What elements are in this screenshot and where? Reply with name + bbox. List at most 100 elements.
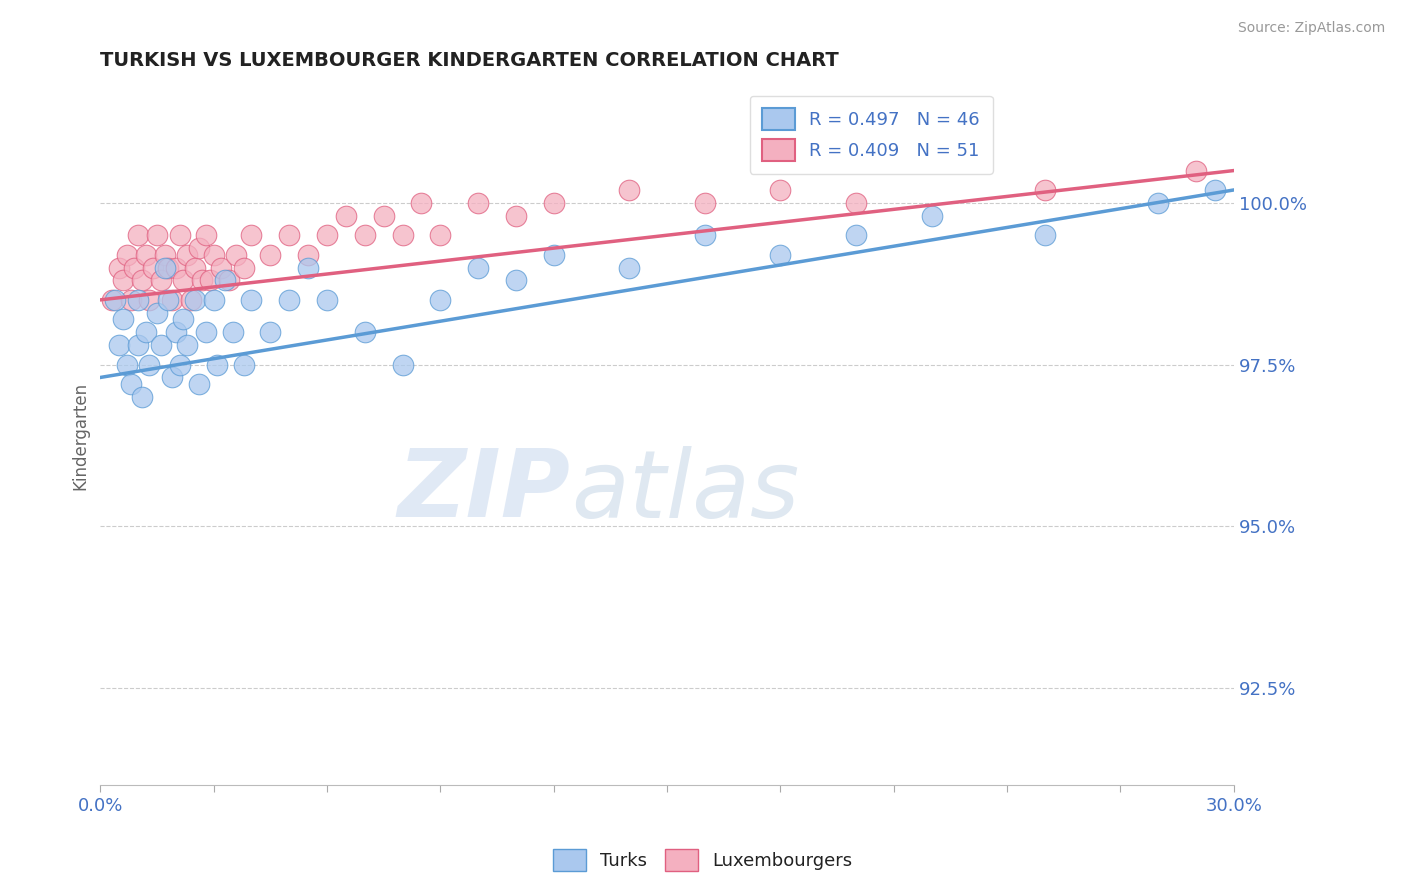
Point [108, 260, 131, 275]
Point [353, 325, 375, 339]
Point [505, 273, 527, 287]
Point [115, 247, 138, 261]
Point [202, 247, 225, 261]
Point [1185, 163, 1208, 178]
Point [278, 293, 301, 307]
Point [218, 273, 240, 287]
Point [278, 228, 301, 243]
Point [135, 247, 157, 261]
Point [221, 325, 243, 339]
Point [543, 195, 565, 210]
Text: ZIP: ZIP [398, 445, 571, 538]
Point [169, 228, 191, 243]
Point [120, 376, 142, 391]
Point [131, 273, 153, 287]
Point [138, 358, 160, 372]
Point [429, 293, 451, 307]
Legend: Turks, Luxembourgers: Turks, Luxembourgers [547, 842, 859, 879]
Point [153, 247, 176, 261]
Point [191, 273, 214, 287]
Point [108, 338, 131, 352]
Text: TURKISH VS LUXEMBOURGER KINDERGARTEN CORRELATION CHART: TURKISH VS LUXEMBOURGER KINDERGARTEN COR… [100, 51, 839, 70]
Point [429, 228, 451, 243]
Point [153, 260, 176, 275]
Point [127, 228, 149, 243]
Point [146, 306, 169, 320]
Point [391, 358, 413, 372]
Point [176, 338, 198, 352]
Point [138, 293, 160, 307]
Point [316, 228, 339, 243]
Point [120, 293, 142, 307]
Point [131, 390, 153, 404]
Point [157, 293, 180, 307]
Point [259, 325, 281, 339]
Point [467, 195, 489, 210]
Point [259, 247, 281, 261]
Point [845, 228, 868, 243]
Point [160, 370, 183, 384]
Point [149, 273, 172, 287]
Point [165, 325, 187, 339]
Point [115, 358, 138, 372]
Point [353, 228, 375, 243]
Point [619, 260, 641, 275]
Point [198, 273, 221, 287]
Point [1147, 195, 1170, 210]
Point [142, 260, 165, 275]
Point [297, 247, 319, 261]
Point [180, 293, 202, 307]
Point [411, 195, 433, 210]
Point [373, 209, 395, 223]
Point [160, 293, 183, 307]
Point [135, 325, 157, 339]
Point [111, 273, 134, 287]
Point [127, 293, 149, 307]
Point [149, 338, 172, 352]
Legend: R = 0.497   N = 46, R = 0.409   N = 51: R = 0.497 N = 46, R = 0.409 N = 51 [749, 95, 993, 174]
Point [543, 247, 565, 261]
Point [207, 358, 229, 372]
Point [176, 247, 198, 261]
Point [195, 325, 218, 339]
Point [335, 209, 357, 223]
Point [187, 241, 209, 255]
Point [693, 195, 716, 210]
Point [240, 293, 263, 307]
Point [619, 183, 641, 197]
Point [157, 260, 180, 275]
Point [146, 228, 169, 243]
Point [769, 247, 792, 261]
Y-axis label: Kindergarten: Kindergarten [72, 382, 89, 490]
Point [104, 293, 127, 307]
Point [232, 358, 254, 372]
Point [195, 228, 218, 243]
Point [693, 228, 716, 243]
Point [187, 376, 209, 391]
Point [165, 260, 187, 275]
Point [202, 293, 225, 307]
Text: Source: ZipAtlas.com: Source: ZipAtlas.com [1237, 21, 1385, 35]
Point [1033, 183, 1056, 197]
Point [172, 273, 194, 287]
Point [184, 293, 207, 307]
Point [769, 183, 792, 197]
Point [127, 338, 149, 352]
Point [100, 293, 122, 307]
Point [845, 195, 868, 210]
Point [297, 260, 319, 275]
Point [921, 209, 943, 223]
Point [111, 312, 134, 326]
Point [169, 358, 191, 372]
Point [214, 273, 236, 287]
Point [232, 260, 254, 275]
Point [209, 260, 232, 275]
Point [505, 209, 527, 223]
Text: atlas: atlas [571, 446, 799, 537]
Point [172, 312, 194, 326]
Point [1204, 183, 1226, 197]
Point [1033, 228, 1056, 243]
Point [124, 260, 146, 275]
Point [240, 228, 263, 243]
Point [225, 247, 247, 261]
